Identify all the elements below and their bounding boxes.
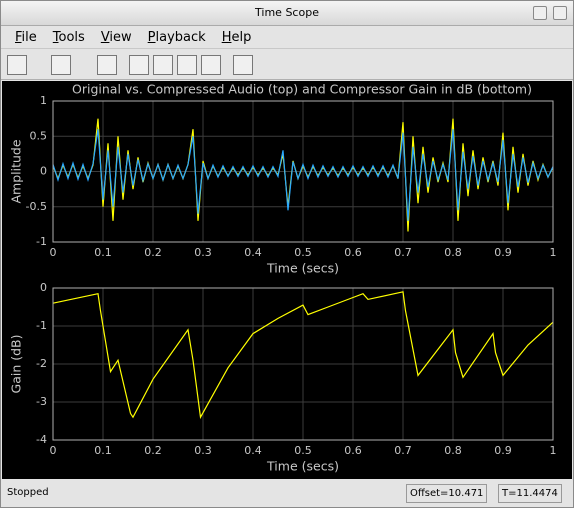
x-tick-label: 0.9 — [494, 444, 512, 457]
x-tick-label: 0.5 — [294, 444, 312, 457]
x-tick-label: 0.1 — [94, 444, 112, 457]
menu-item[interactable]: Help — [221, 29, 252, 45]
x-tick-label: 0.2 — [144, 444, 162, 457]
highlight-button[interactable] — [97, 55, 117, 75]
y-tick-label: -0.5 — [26, 200, 47, 213]
x-tick-label: 0.7 — [394, 444, 412, 457]
tool-button[interactable] — [177, 55, 197, 75]
menu-bar: File Tools View Playback Help — [1, 26, 573, 48]
y-tick-label: 0.5 — [30, 129, 48, 142]
menu-item[interactable]: View — [100, 29, 132, 45]
x-tick-label: 0.9 — [494, 246, 512, 259]
x-tick-label: 0.4 — [244, 246, 262, 259]
x-tick-label: 0.6 — [344, 246, 362, 259]
x-tick-label: 0.6 — [344, 444, 362, 457]
axes-box — [52, 100, 554, 243]
x-tick-label: 1 — [550, 246, 557, 259]
time-field: T=11.4474 — [498, 484, 562, 503]
x-tick-label: 0.7 — [394, 246, 412, 259]
x-tick-label: 0.5 — [294, 246, 312, 259]
x-tick-label: 0.1 — [94, 246, 112, 259]
layout-button[interactable] — [233, 55, 253, 75]
tool-button[interactable] — [129, 55, 149, 75]
tool-button[interactable] — [153, 55, 173, 75]
menu-item[interactable]: File — [15, 29, 37, 45]
series-line — [52, 129, 554, 221]
axes-box — [52, 287, 554, 441]
x-tick-label: 0.3 — [194, 444, 212, 457]
zoom-button[interactable] — [7, 55, 27, 75]
y-tick-label: 1 — [40, 94, 47, 107]
toolbar — [1, 48, 573, 80]
menu-item[interactable]: Playback — [147, 29, 206, 45]
y-tick-label: -1 — [36, 319, 47, 332]
x-tick-label: 0.8 — [444, 444, 462, 457]
x-tick-label: 0 — [50, 246, 57, 259]
x-axis-label: Time (secs) — [266, 261, 339, 276]
scope-plot: Original vs. Compressed Audio (top) and … — [2, 81, 572, 479]
tool-button[interactable] — [201, 55, 221, 75]
plot-background — [2, 81, 572, 479]
scale-button[interactable] — [51, 55, 71, 75]
y-axis-label: Amplitude — [9, 139, 24, 203]
menu-item[interactable]: Tools — [52, 29, 85, 45]
y-tick-label: -1 — [36, 235, 47, 248]
status-bar: Stopped Offset=10.471 T=11.4474 — [1, 481, 573, 507]
x-tick-label: 0.8 — [444, 246, 462, 259]
x-tick-label: 1 — [550, 444, 557, 457]
y-tick-label: -3 — [36, 395, 47, 408]
y-tick-label: 0 — [40, 165, 47, 178]
y-tick-label: -4 — [36, 433, 47, 446]
x-tick-label: 0.2 — [144, 246, 162, 259]
x-axis-label: Time (secs) — [266, 459, 339, 474]
minimize-button[interactable] — [533, 6, 547, 20]
x-tick-label: 0.4 — [244, 444, 262, 457]
window-title: Time Scope — [255, 6, 319, 19]
x-tick-label: 0.3 — [194, 246, 212, 259]
status-text: Stopped — [7, 487, 49, 498]
offset-field: Offset=10.471 — [406, 484, 488, 503]
plot-title: Original vs. Compressed Audio (top) and … — [72, 82, 532, 97]
series-line — [52, 291, 554, 420]
y-tick-label: -2 — [36, 357, 47, 370]
close-button[interactable] — [553, 6, 567, 20]
y-axis-label: Gain (dB) — [9, 335, 24, 394]
x-tick-label: 0 — [50, 444, 57, 457]
title-bar: Time Scope — [1, 1, 573, 26]
y-tick-label: 0 — [40, 281, 47, 294]
